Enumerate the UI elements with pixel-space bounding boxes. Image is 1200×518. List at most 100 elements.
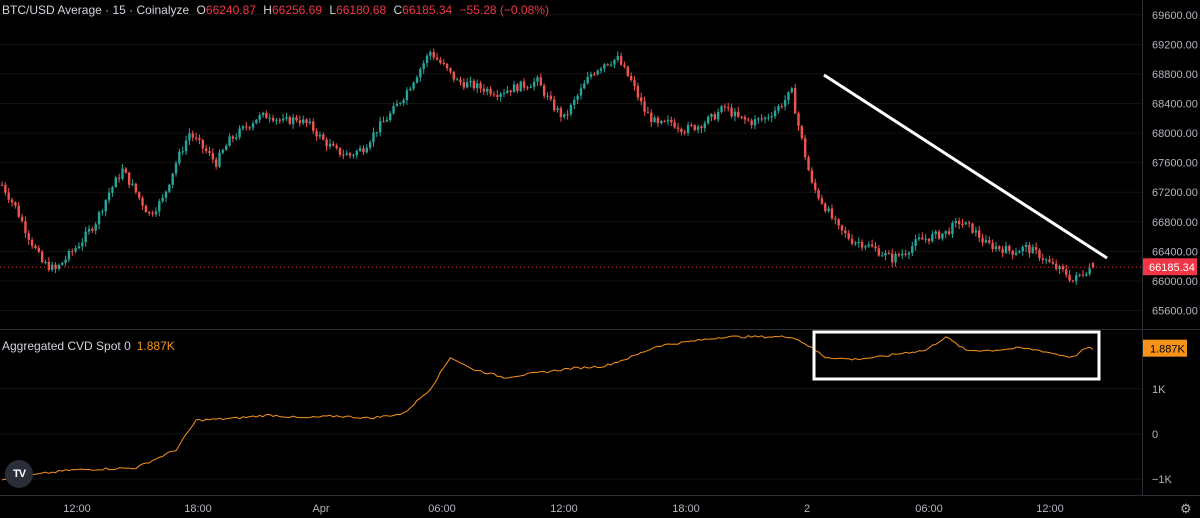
candle-body xyxy=(74,248,77,252)
trendline-annotation[interactable] xyxy=(823,73,1108,260)
candle-body xyxy=(158,201,161,212)
time-tick-label: 12:00 xyxy=(1036,503,1064,515)
candle-body xyxy=(1088,268,1091,275)
candle-body xyxy=(84,231,87,243)
candle-body xyxy=(616,56,619,60)
candle-body xyxy=(629,75,633,81)
candle-body xyxy=(502,92,506,94)
legend-header[interactable]: BTC/USD Average · 15 · Coinalyze O66240.… xyxy=(2,3,549,17)
pane-divider[interactable] xyxy=(0,329,1200,330)
candle-body xyxy=(713,114,717,120)
candle-body xyxy=(395,103,399,106)
candle-body xyxy=(633,80,636,87)
price-tick-label: 67600.00 xyxy=(1152,158,1198,170)
candle-body xyxy=(803,138,807,158)
candle-body xyxy=(245,126,248,128)
candle-body xyxy=(974,230,978,233)
time-axis[interactable]: 12:00 18:00 Apr 06:00 12:00 18:00 2 06:00 12:00 xyxy=(0,495,1200,515)
price-candles[interactable] xyxy=(0,48,1095,285)
price-axis[interactable]: 65600.00 66000.00 66400.00 66800.00 67200.00… xyxy=(0,0,1198,329)
price-tick-label: 65600.00 xyxy=(1152,306,1198,318)
candle-body xyxy=(1044,259,1048,261)
tradingview-logo-icon[interactable]: TV xyxy=(5,460,33,488)
candle-body xyxy=(348,153,352,156)
candle-body xyxy=(368,142,372,148)
candle-body xyxy=(931,234,934,242)
candle-body xyxy=(773,110,777,117)
candle-body xyxy=(1038,250,1041,259)
candle-body xyxy=(30,239,34,246)
price-tick-label: 66400.00 xyxy=(1152,246,1198,258)
candle-body xyxy=(499,93,502,97)
candle-body xyxy=(874,246,877,249)
candle-body xyxy=(539,77,543,86)
candle-body xyxy=(569,104,573,115)
candle-body xyxy=(857,242,860,244)
candle-body xyxy=(1024,244,1028,248)
candle-body xyxy=(911,246,914,253)
candle-body xyxy=(496,95,499,97)
cvd-axis[interactable]: −1K 0 1K 1.887K xyxy=(1142,330,1187,495)
price-grid xyxy=(0,14,1142,312)
candle-body xyxy=(1091,263,1095,268)
candle-body xyxy=(619,56,623,65)
candle-body xyxy=(827,208,830,212)
candle-body xyxy=(422,63,425,70)
candle-body xyxy=(449,68,452,72)
candle-body xyxy=(91,228,94,231)
cvd-line xyxy=(1,335,1094,481)
candle-body xyxy=(854,242,857,244)
candle-body xyxy=(479,83,482,89)
candle-body xyxy=(840,225,844,231)
candle-body xyxy=(171,173,174,185)
candle-body xyxy=(392,105,395,114)
candle-body xyxy=(1071,280,1075,282)
candle-body xyxy=(864,246,867,248)
candle-body xyxy=(573,99,576,105)
candle-body xyxy=(208,151,211,154)
candle-body xyxy=(258,115,261,120)
candle-body xyxy=(994,246,998,249)
gear-icon[interactable]: ⚙ xyxy=(1180,501,1192,516)
candle-body xyxy=(382,121,385,123)
candle-body xyxy=(151,213,154,215)
candle-body xyxy=(64,259,67,263)
candle-body xyxy=(352,155,355,157)
candle-body xyxy=(686,124,690,133)
price-tick-label: 69600.00 xyxy=(1152,10,1198,22)
last-price-tag[interactable] xyxy=(1143,258,1197,276)
candle-body xyxy=(97,212,101,225)
candle-body xyxy=(961,223,964,225)
candle-body xyxy=(817,189,820,199)
candle-body xyxy=(1078,274,1081,276)
candle-body xyxy=(783,100,787,107)
candle-body xyxy=(807,157,810,171)
candle-body xyxy=(24,221,27,234)
candle-body xyxy=(111,186,114,193)
candle-body xyxy=(593,74,596,76)
candle-body xyxy=(328,143,332,147)
candle-body xyxy=(810,170,814,183)
candle-body xyxy=(315,130,318,137)
candle-body xyxy=(87,228,91,232)
change-value: −55.28 (−0.08%) xyxy=(459,3,549,17)
candle-body xyxy=(1058,266,1061,270)
indicator-name[interactable]: Aggregated CVD Spot 0 xyxy=(2,339,131,353)
candle-body xyxy=(656,117,660,124)
candle-body xyxy=(211,153,215,160)
candle-body xyxy=(830,208,834,219)
candle-body xyxy=(824,203,827,212)
candle-body xyxy=(7,192,10,200)
symbol-title[interactable]: BTC/USD Average · 15 · Coinalyze xyxy=(2,3,190,17)
highlight-box-annotation[interactable] xyxy=(812,330,1101,381)
candle-body xyxy=(750,120,753,126)
cvd-last-value-tag[interactable] xyxy=(1143,339,1187,357)
candle-body xyxy=(609,64,613,66)
candle-body xyxy=(583,83,586,89)
candle-body xyxy=(164,191,168,198)
candle-body xyxy=(455,79,459,81)
candle-body xyxy=(181,151,184,153)
candle-body xyxy=(1018,251,1021,253)
indicator-legend[interactable]: Aggregated CVD Spot 0 1.887K xyxy=(2,339,175,353)
